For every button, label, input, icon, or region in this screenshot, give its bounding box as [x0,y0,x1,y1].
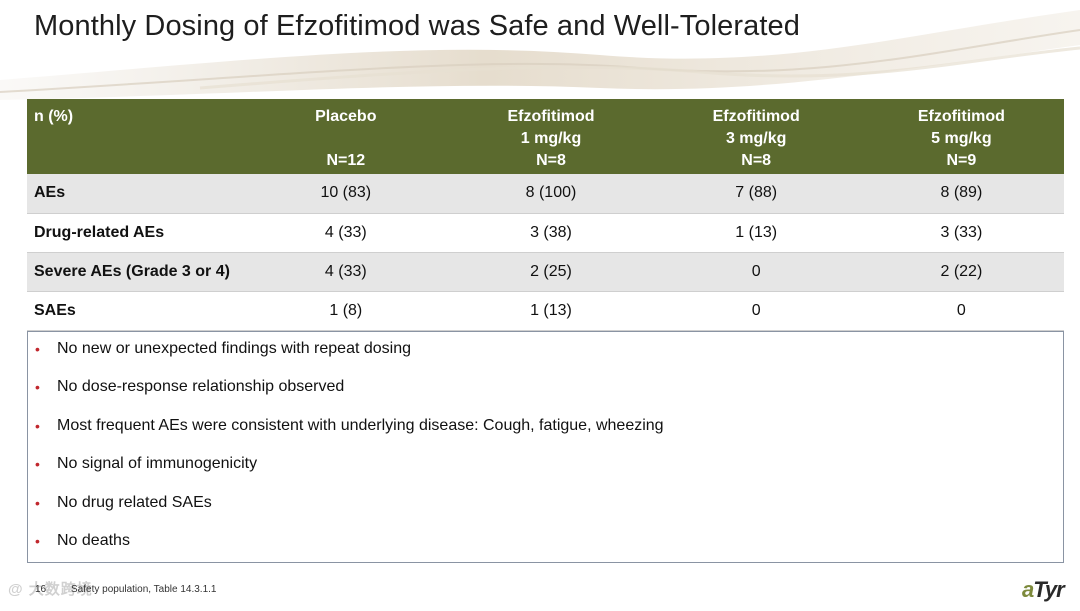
header-label: n (%) [27,99,244,174]
findings-list: • No new or unexpected findings with repe… [28,337,1063,567]
header-line: 3 mg/kg [725,130,787,147]
header-3mg: Efzofitimod 3 mg/kg N=8 [653,99,859,174]
row-label: Severe AEs (Grade 3 or 4) [27,252,244,292]
table-cell: 3 (38) [448,213,654,253]
atyr-logo: aTyr [1022,577,1065,603]
header-5mg: Efzofitimod 5 mg/kg N=9 [858,99,1064,174]
bullet-text: No dose-response relationship observed [57,378,345,396]
table-cell: 7 (88) [653,174,859,214]
table-cell: 10 (83) [243,174,449,214]
header-line: N=9 [946,152,977,169]
table-cell: 4 (33) [243,213,449,253]
bullet-icon: • [35,532,40,549]
bullet-icon: • [35,494,40,511]
bullet-icon: • [35,456,40,473]
source-note: Safety population, Table 14.3.1.1 [71,584,217,595]
table-cell: 4 (33) [243,252,449,292]
header-1mg: Efzofitimod 1 mg/kg N=8 [448,99,654,174]
table-cell: 8 (89) [858,174,1064,214]
table-cell: 0 [653,252,859,292]
header-line [243,128,448,150]
table-row: Severe AEs (Grade 3 or 4) 4 (33) 2 (25) … [27,252,1064,292]
table-cell: 2 (22) [858,252,1064,292]
logo-prefix: a [1022,577,1034,602]
table-cell: 2 (25) [448,252,654,292]
table-cell: 3 (33) [858,213,1064,253]
table-cell: 1 (13) [448,291,654,331]
header-line: 1 mg/kg [520,130,582,147]
row-label: Drug-related AEs [27,213,244,253]
row-label: AEs [27,174,244,214]
header-line: Efzofitimod [507,108,595,125]
decorative-wave-banner [0,10,1080,100]
list-item: • No deaths [28,529,1063,567]
bullet-text: No drug related SAEs [57,493,212,511]
table-cell: 0 [858,291,1064,331]
list-item: • No dose-response relationship observed [28,375,1063,413]
table-row: Drug-related AEs 4 (33) 3 (38) 1 (13) 3 … [27,213,1064,253]
safety-table: n (%) Placebo N=12 Efzofitimod 1 mg/kg N… [27,99,1064,331]
table-row: SAEs 1 (8) 1 (13) 0 0 [27,291,1064,331]
findings-box: • No new or unexpected findings with repe… [27,331,1064,563]
bullet-text: No deaths [57,531,130,549]
bullet-icon: • [35,379,40,396]
header-line: 5 mg/kg [931,130,992,147]
bullet-icon: • [35,417,40,434]
table-cell: 1 (13) [653,213,859,253]
row-label: SAEs [27,291,244,331]
table-row: AEs 10 (83) 8 (100) 7 (88) 8 (89) [27,174,1064,214]
bullet-icon: • [35,341,40,357]
header-line: Efzofitimod [712,108,800,125]
header-line: Efzofitimod [917,108,1005,125]
slide-title: Monthly Dosing of Efzofitimod was Safe a… [34,10,800,42]
table-cell: 8 (100) [448,174,654,214]
list-item: • Most frequent AEs were consistent with … [28,414,1063,452]
page-number: 16 [35,584,47,595]
watermark: @ 大数跨境 [8,581,93,598]
table-cell: 1 (8) [243,291,449,331]
bullet-text: Most frequent AEs were consistent with u… [57,416,664,434]
list-item: • No signal of immunogenicity [28,452,1063,490]
header-placebo: Placebo N=12 [243,99,449,174]
bullet-text: No signal of immunogenicity [57,455,258,473]
table-header-row: n (%) Placebo N=12 Efzofitimod 1 mg/kg N… [27,99,1064,174]
logo-suffix: Tyr [1033,577,1064,602]
header-line: Placebo [315,108,377,125]
header-line: N=8 [741,152,772,169]
header-line: N=8 [536,152,566,169]
list-item: • No drug related SAEs [28,491,1063,529]
footnote: 16 Safety population, Table 14.3.1.1 [35,584,216,595]
list-item: • No new or unexpected findings with repe… [28,337,1063,375]
header-line: N=12 [326,152,366,169]
table-cell: 0 [653,291,859,331]
bullet-text: No new or unexpected findings with repea… [57,340,411,357]
